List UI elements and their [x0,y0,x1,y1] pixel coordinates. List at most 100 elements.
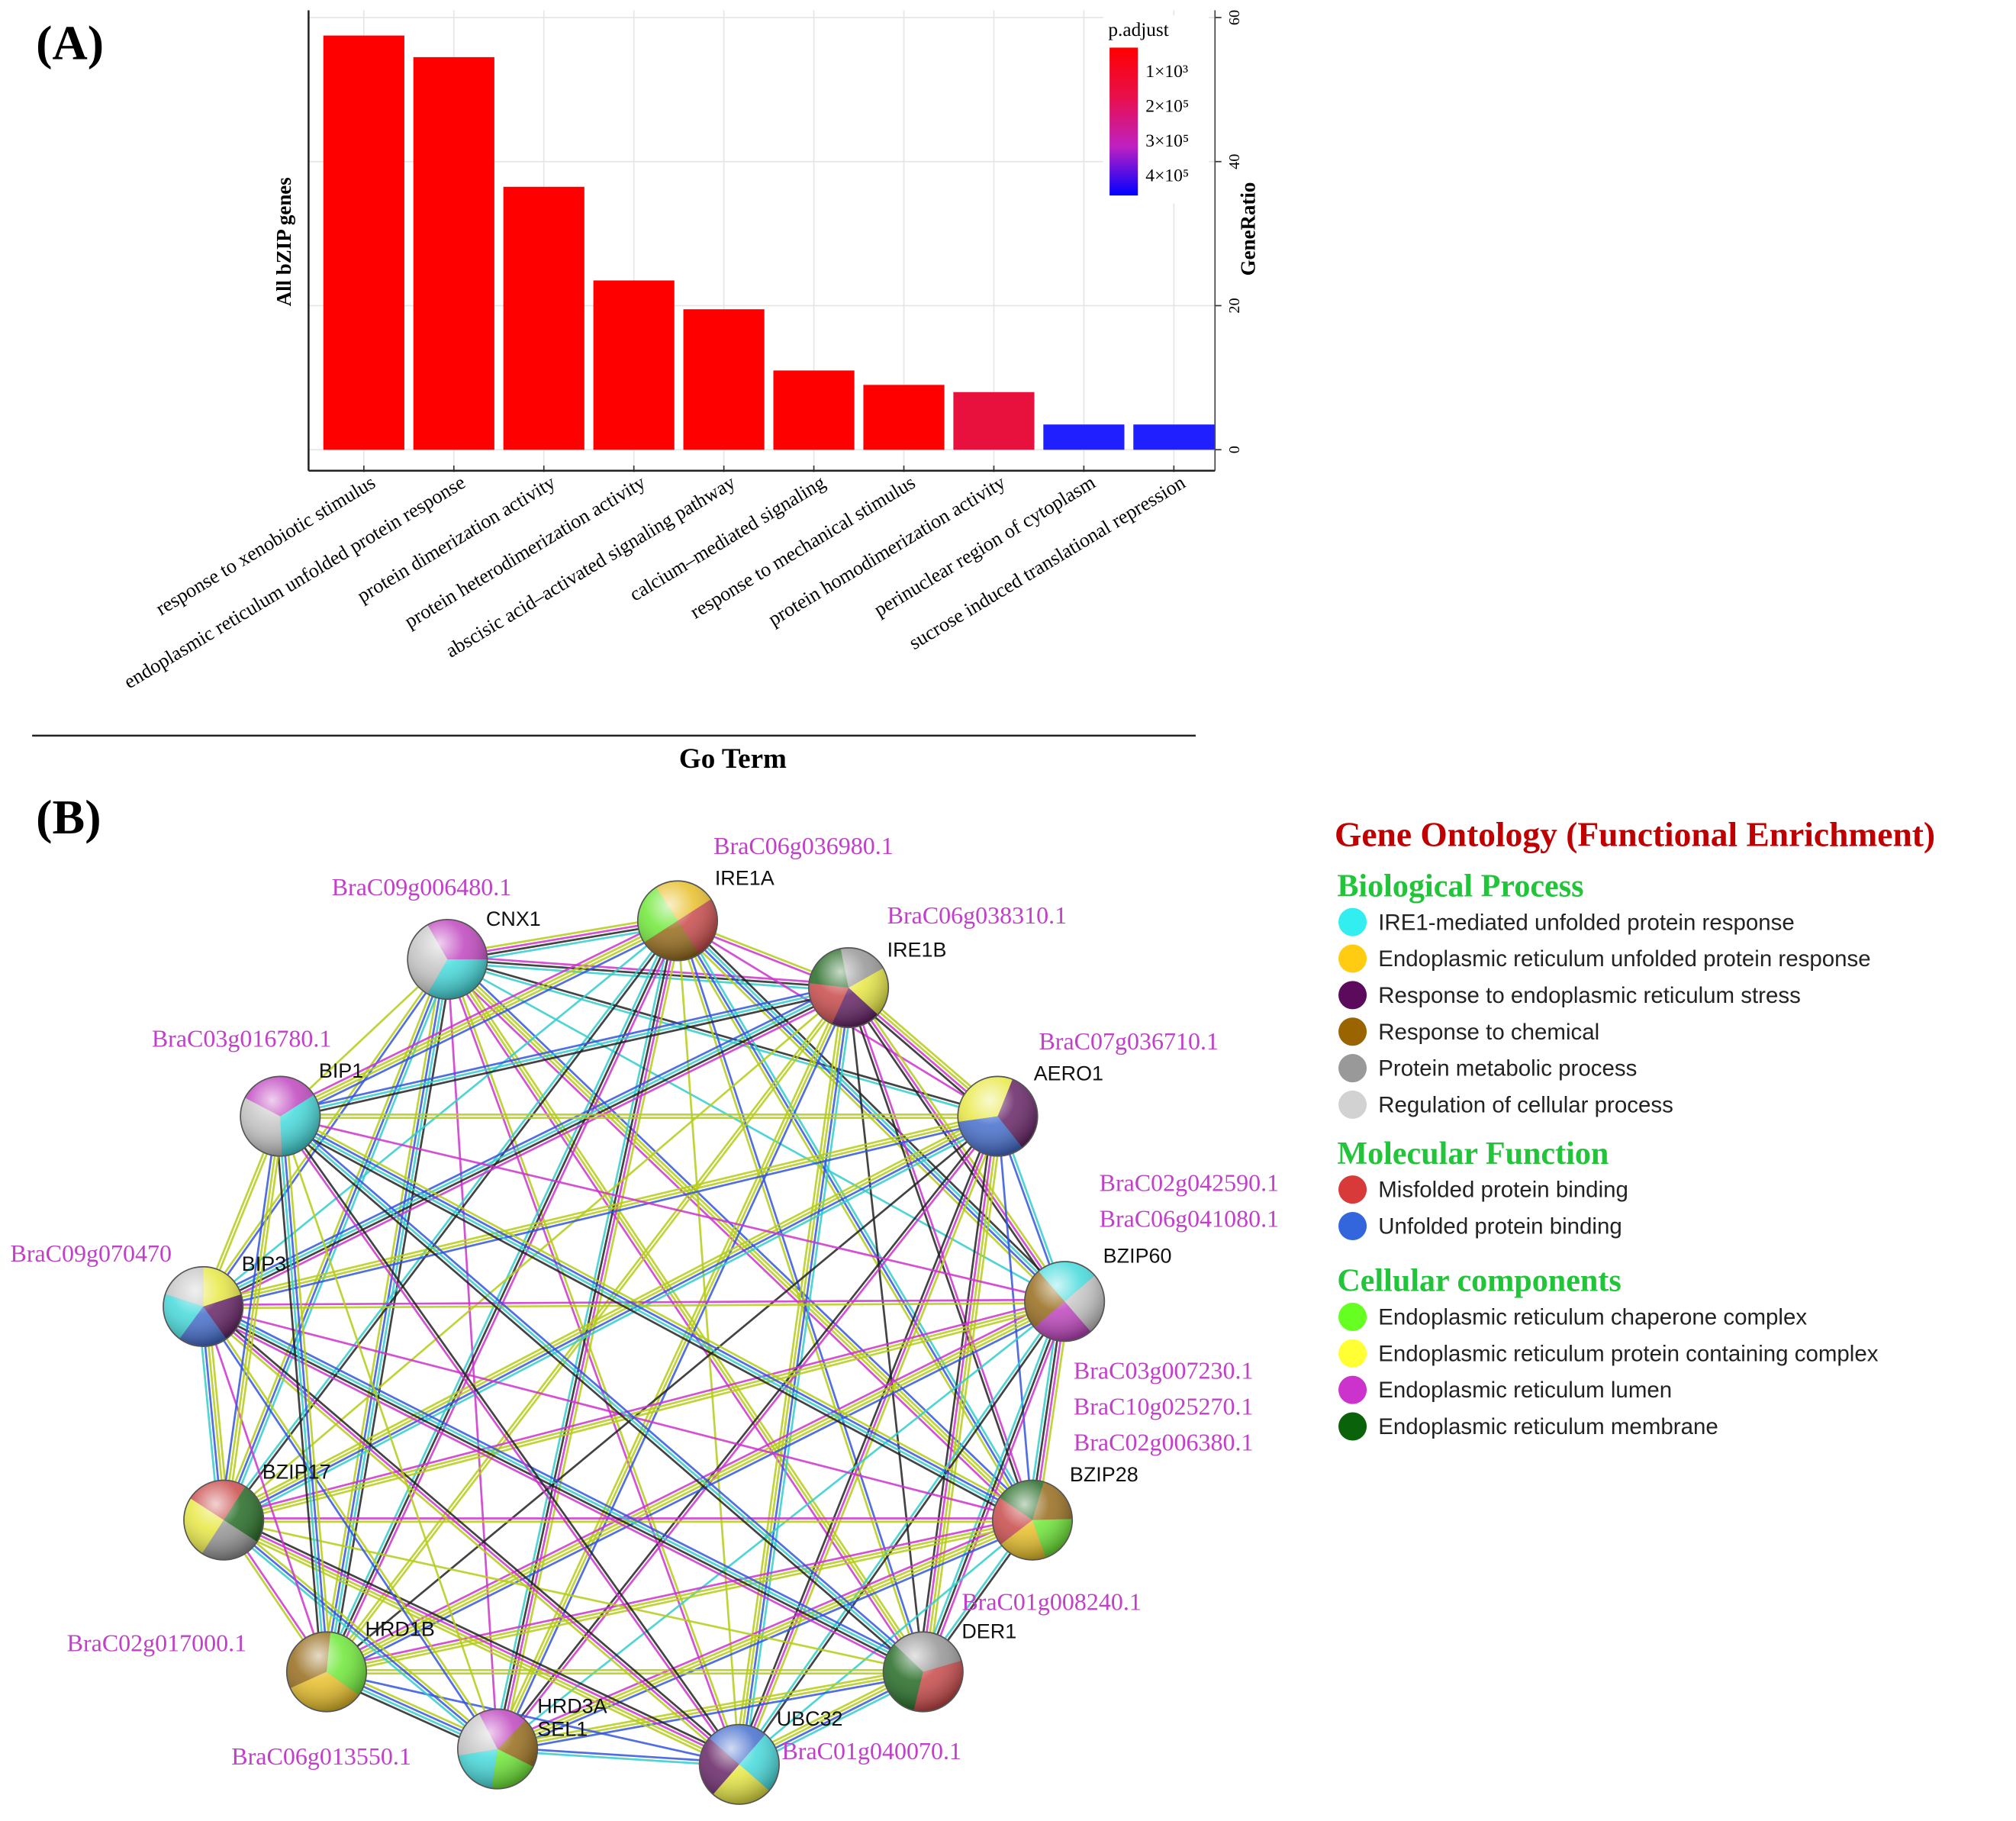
legend-marker [1338,1054,1367,1083]
edge [200,1310,922,1678]
edge [446,958,1065,1303]
legend-label: Response to endoplasmic reticulum stress [1378,983,1801,1008]
node-id: BraC01g040070.1 [781,1737,961,1765]
edge [280,990,850,1121]
bar [773,370,855,450]
edge [201,1112,997,1305]
node-name: BZIP60 [1103,1245,1172,1268]
bar [863,385,945,450]
edge [447,955,849,986]
edge [224,1117,1000,1523]
legend-label: Misfolded protein binding [1378,1178,1628,1203]
legend-marker [1338,944,1367,973]
edge [676,920,1034,1521]
edge [201,985,849,1307]
edge [221,1110,997,1517]
edge [448,958,742,1765]
colorbar-title: p.adjust [1108,19,1168,40]
node [882,1631,964,1713]
edge [201,1307,498,1751]
edge [226,1117,285,1521]
edge [736,1300,1064,1765]
edge [501,921,684,1751]
node [957,1075,1039,1157]
y-axis-label: All bZIP genes [272,177,295,306]
edge [223,1519,498,1750]
node-id: BraC01g008240.1 [961,1588,1142,1616]
edge [447,957,1035,1520]
edge [202,1305,740,1765]
x-axis-label: Go Term [679,743,787,775]
node-gloss [407,918,488,1001]
edge [449,956,927,1671]
node-id: BraC03g007230.1 [1074,1356,1254,1384]
edge [499,988,853,1751]
edge [278,1117,739,1766]
edge [920,1116,997,1672]
node-gloss [456,1708,539,1790]
edge [678,918,1067,1301]
edge [325,1516,1032,1670]
edge [200,981,847,1304]
edge [497,1667,923,1747]
edge [279,1117,1032,1523]
node-gloss [991,1479,1074,1561]
edge [225,1120,1001,1526]
edge [280,921,679,1119]
edge [277,915,676,1113]
node-id: BraC06g041080.1 [1100,1204,1280,1232]
edge [222,1520,739,1768]
node [991,1479,1074,1561]
edge [219,1115,279,1520]
edge [277,1120,1031,1526]
edge [925,1302,1069,1674]
edge [739,1301,1068,1766]
colorbar-label: 2×10⁵ [1145,97,1189,117]
edge [282,1113,926,1671]
legend-section-title: Molecular Function [1337,1136,1609,1172]
legend-section-title: Biological Process [1337,868,1583,904]
edge [741,1117,1002,1766]
edge [203,1305,501,1749]
node-name: DER1 [961,1620,1016,1643]
edge [280,1114,1034,1520]
edge [446,959,924,1673]
y-tick-label: 20 [1226,298,1243,313]
legend-label: Protein metabolic process [1378,1056,1637,1081]
node-name: BZIP17 [262,1461,331,1484]
node-gloss [163,1265,244,1348]
edge [204,1303,742,1763]
bar [1133,424,1215,450]
edge [279,1116,499,1750]
node-id: BraC09g070470 [10,1239,172,1267]
edge [274,1117,323,1673]
node-name: SEL1 [537,1718,588,1741]
edge [203,1298,1065,1307]
legend-label: Endoplasmic reticulum chaperone complex [1378,1305,1807,1330]
node-gloss [183,1479,265,1561]
edge [845,988,1063,1304]
edge [675,921,1064,1304]
legend-marker [1338,907,1367,936]
edge [926,1117,1004,1673]
edge [281,1114,742,1765]
legend-label: Response to chemical [1378,1020,1599,1045]
panel-label: (B) [36,790,101,844]
edge [223,987,849,1521]
node [240,1075,321,1157]
node [183,1479,265,1561]
edge [222,1114,998,1520]
legend-title: Gene Ontology (Functional Enrichment) [1335,815,1935,854]
edge [735,1114,996,1764]
panel-label: (A) [36,16,104,70]
edge [324,959,447,1672]
edge [221,1523,738,1770]
edge [282,924,681,1122]
node-name: UBC32 [777,1707,843,1730]
edge [277,1116,327,1672]
node-name: IRE1B [887,939,947,962]
edge [498,1674,924,1754]
edge [204,991,852,1313]
legend-label: Endoplasmic reticulum lumen [1378,1378,1672,1403]
